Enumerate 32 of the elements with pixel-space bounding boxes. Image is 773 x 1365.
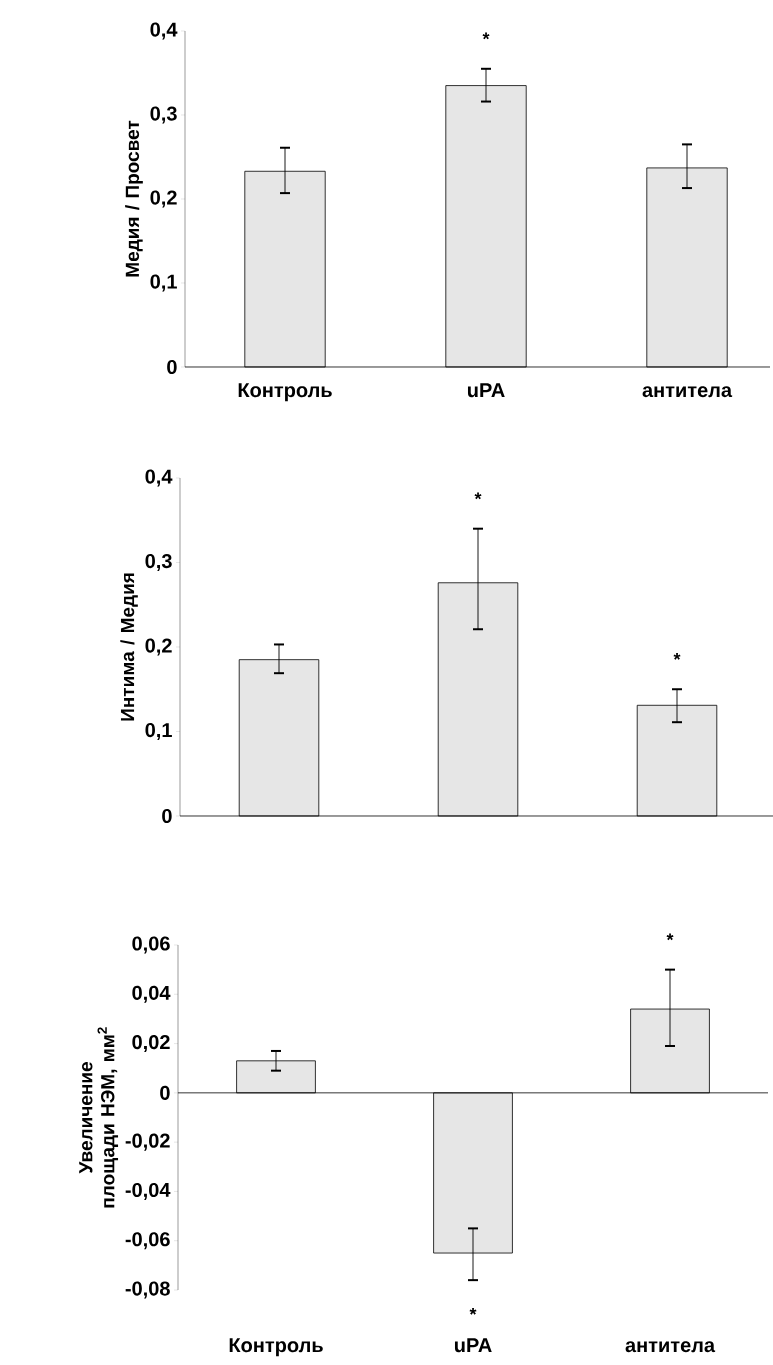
y-tick-label: 0,2 bbox=[145, 638, 172, 656]
y-tick-label: 0,2 bbox=[150, 190, 177, 208]
y-tick-label: 0,4 bbox=[150, 22, 178, 40]
x-tick-label: uPA bbox=[454, 1338, 492, 1353]
y-tick-label: -0,08 bbox=[125, 1281, 170, 1299]
x-tick-label: Контроль bbox=[238, 383, 332, 402]
y-tick-label: 0 bbox=[167, 359, 177, 375]
y-tick-label: -0,06 bbox=[125, 1232, 170, 1250]
y-tick-label: 0,02 bbox=[132, 1035, 170, 1053]
y-tick-label: 0,3 bbox=[145, 553, 172, 572]
y-tick-label: 0,1 bbox=[150, 274, 177, 292]
text: * bbox=[666, 933, 674, 941]
y-axis-title: Увеличение площади НЭМ, мм$^{2}$ bbox=[79, 1027, 119, 1208]
x-tick-label: Контроль bbox=[229, 1338, 323, 1357]
annotation: * bbox=[673, 653, 681, 660]
y-axis-title: Интима / Медия bbox=[120, 573, 138, 721]
y-tick-label: 0 bbox=[160, 1085, 170, 1100]
y-tick-label: 0,3 bbox=[150, 106, 177, 124]
annotation: * bbox=[482, 32, 490, 40]
x-tick-label: антитела bbox=[625, 1341, 716, 1353]
x-tick-label: антитела bbox=[642, 386, 733, 398]
y-tick-label: 0,04 bbox=[132, 985, 171, 1003]
y-axis-title: Медия / Просвет bbox=[125, 120, 143, 277]
y-tick-label: 0,06 bbox=[132, 936, 170, 954]
annotation: * bbox=[474, 492, 482, 500]
y-tick-label: -0,04 bbox=[125, 1182, 171, 1200]
x-tick-label: uPA bbox=[467, 383, 505, 398]
y-tick-label: 0,1 bbox=[145, 722, 172, 741]
y-tick-label: 0,4 bbox=[145, 469, 173, 487]
y-tick-label: 0 bbox=[162, 808, 172, 824]
text: * bbox=[469, 1307, 477, 1315]
y-tick-label: -0,02 bbox=[125, 1133, 170, 1151]
